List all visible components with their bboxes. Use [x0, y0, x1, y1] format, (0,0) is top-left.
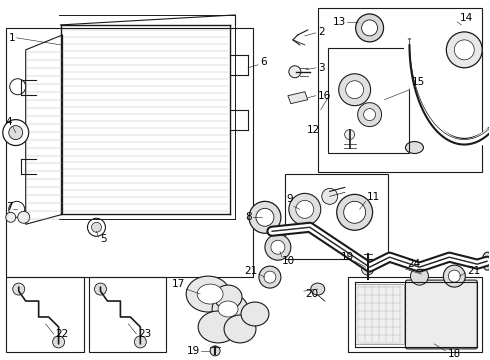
Text: 8: 8	[245, 212, 252, 222]
Circle shape	[411, 267, 428, 285]
Circle shape	[210, 346, 220, 356]
Circle shape	[345, 81, 364, 99]
Text: 12: 12	[307, 125, 320, 135]
Bar	[89, 277, 166, 352]
Text: 19: 19	[187, 346, 200, 356]
Bar	[328, 48, 410, 153]
FancyBboxPatch shape	[406, 280, 477, 349]
Circle shape	[339, 74, 370, 106]
Text: 16: 16	[318, 91, 331, 101]
Circle shape	[9, 201, 24, 217]
Ellipse shape	[311, 283, 325, 295]
Circle shape	[443, 265, 465, 287]
Circle shape	[18, 211, 30, 223]
Ellipse shape	[212, 294, 248, 324]
Bar	[6, 277, 83, 352]
Circle shape	[249, 201, 281, 233]
Circle shape	[362, 20, 378, 36]
Circle shape	[10, 79, 25, 95]
Bar	[6, 28, 253, 277]
Circle shape	[322, 188, 338, 204]
Circle shape	[343, 201, 366, 223]
Ellipse shape	[218, 301, 238, 317]
Circle shape	[9, 126, 23, 140]
Polygon shape	[25, 35, 63, 224]
Text: 19: 19	[341, 252, 354, 262]
Bar	[318, 8, 482, 172]
Ellipse shape	[186, 276, 230, 312]
Text: 3: 3	[318, 63, 324, 73]
Circle shape	[344, 130, 355, 140]
Circle shape	[264, 271, 276, 283]
Ellipse shape	[224, 315, 256, 343]
Circle shape	[52, 336, 65, 348]
Text: 11: 11	[367, 192, 380, 202]
Circle shape	[356, 14, 384, 42]
Text: 23: 23	[138, 329, 151, 339]
Text: 24: 24	[408, 259, 421, 269]
Circle shape	[364, 109, 375, 121]
Circle shape	[289, 193, 321, 225]
Text: 1: 1	[9, 33, 15, 43]
Text: 6: 6	[260, 57, 267, 67]
Circle shape	[454, 40, 474, 60]
Text: 15: 15	[412, 77, 425, 87]
Text: 2: 2	[318, 27, 324, 37]
Circle shape	[265, 234, 291, 260]
Text: 21: 21	[245, 266, 258, 276]
Ellipse shape	[214, 285, 242, 309]
Circle shape	[289, 66, 301, 78]
Circle shape	[446, 32, 482, 68]
Bar	[285, 175, 388, 259]
Circle shape	[256, 208, 274, 226]
Circle shape	[92, 222, 101, 232]
Text: 13: 13	[332, 17, 345, 27]
Circle shape	[13, 283, 24, 295]
Text: 4: 4	[6, 117, 12, 127]
Circle shape	[358, 103, 382, 127]
Text: 14: 14	[459, 13, 472, 23]
Text: 7: 7	[6, 202, 12, 212]
Circle shape	[362, 263, 373, 275]
Text: 10: 10	[282, 256, 295, 266]
Circle shape	[296, 201, 314, 218]
Circle shape	[95, 283, 106, 295]
Ellipse shape	[241, 302, 269, 326]
Circle shape	[259, 266, 281, 288]
Text: 5: 5	[100, 234, 107, 244]
Ellipse shape	[406, 141, 423, 153]
Bar	[348, 277, 482, 352]
Circle shape	[6, 212, 16, 222]
Bar	[355, 284, 404, 344]
Circle shape	[134, 336, 147, 348]
Circle shape	[3, 120, 29, 145]
Circle shape	[337, 194, 372, 230]
Text: 9: 9	[287, 194, 294, 204]
Ellipse shape	[198, 311, 238, 343]
Text: 22: 22	[55, 329, 69, 339]
Text: 20: 20	[305, 289, 318, 299]
Circle shape	[448, 270, 460, 282]
Ellipse shape	[482, 252, 490, 270]
Circle shape	[271, 240, 285, 254]
Text: 17: 17	[172, 279, 185, 289]
Text: 18: 18	[447, 349, 461, 359]
Circle shape	[88, 218, 105, 236]
Ellipse shape	[197, 284, 223, 304]
Polygon shape	[288, 92, 308, 104]
Text: 21: 21	[467, 266, 481, 276]
